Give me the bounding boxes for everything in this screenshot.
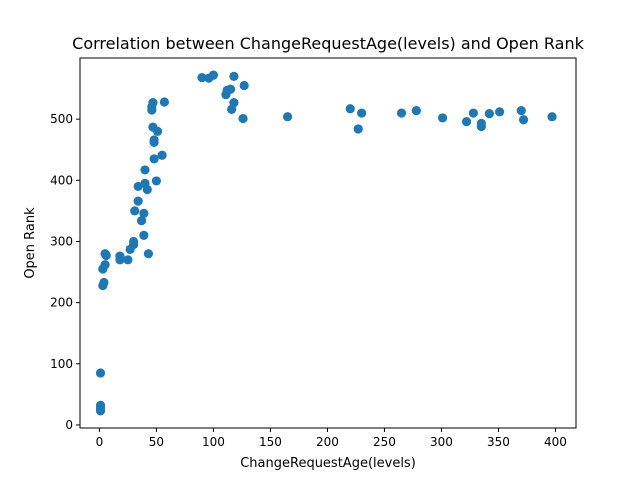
x-tick-label-7: 350 [487, 435, 510, 449]
data-point-51 [357, 108, 367, 118]
data-point-11 [115, 255, 125, 265]
x-axis-label: ChangeRequestAge(levels) [240, 456, 416, 471]
data-point-63 [547, 112, 557, 122]
data-point-62 [518, 115, 529, 125]
y-tick-label-0: 0 [65, 418, 73, 432]
data-point-5 [99, 277, 109, 288]
data-point-49 [345, 104, 355, 114]
data-point-15 [128, 236, 139, 247]
data-point-18 [133, 181, 143, 192]
x-tick-label-6: 300 [430, 435, 453, 449]
data-point-50 [353, 124, 363, 134]
data-point-34 [152, 126, 163, 136]
data-point-53 [411, 106, 421, 116]
data-point-17 [133, 196, 143, 206]
x-tick-label-1: 50 [149, 435, 164, 449]
data-point-7 [100, 260, 110, 270]
ticks-layer: 0 50 100 150 200 250 300 350 400 0 100 200 300 400 500 [50, 112, 567, 449]
plot-area-frame [79, 57, 577, 429]
data-point-20 [139, 208, 149, 218]
points-layer [95, 70, 557, 416]
data-point-52 [396, 108, 407, 118]
y-tick-label-3: 300 [50, 234, 73, 248]
data-point-61 [516, 106, 526, 116]
y-tick-label-4: 400 [50, 173, 73, 187]
data-point-28 [148, 98, 158, 108]
data-point-12 [123, 255, 133, 265]
data-point-21 [139, 230, 149, 240]
data-point-36 [159, 97, 169, 107]
data-point-42 [225, 84, 236, 94]
data-point-19 [136, 216, 147, 226]
x-tick-label-5: 250 [373, 435, 396, 449]
data-point-35 [157, 150, 167, 160]
data-point-16 [130, 206, 140, 216]
data-point-47 [239, 80, 249, 91]
data-point-60 [495, 107, 505, 117]
data-point-59 [484, 109, 494, 119]
data-point-23 [140, 165, 150, 175]
data-point-0 [95, 368, 106, 378]
data-point-24 [142, 184, 152, 195]
data-point-3 [95, 406, 106, 416]
data-point-58 [476, 118, 486, 129]
chart-title: Correlation between ChangeRequestAge(lev… [72, 34, 584, 53]
y-tick-label-2: 200 [50, 296, 73, 310]
data-point-46 [238, 113, 248, 124]
data-point-39 [208, 70, 219, 80]
x-tick-label-4: 200 [316, 435, 339, 449]
y-axis-label: Open Rank [23, 207, 38, 279]
data-point-44 [229, 98, 239, 108]
x-tick-label-0: 0 [96, 435, 104, 449]
x-tick-label-2: 100 [202, 435, 225, 449]
data-point-9 [101, 250, 111, 261]
data-point-37 [197, 72, 207, 83]
data-point-31 [149, 135, 159, 145]
data-point-56 [468, 108, 478, 118]
x-tick-label-3: 150 [259, 435, 282, 449]
data-point-32 [149, 154, 159, 164]
data-point-45 [229, 71, 239, 81]
data-point-55 [461, 117, 472, 127]
data-point-48 [282, 112, 293, 122]
data-point-25 [143, 249, 154, 259]
data-point-33 [151, 176, 161, 186]
x-tick-label-8: 400 [544, 435, 567, 449]
y-tick-label-5: 500 [50, 112, 73, 126]
y-tick-label-1: 100 [50, 357, 73, 371]
data-point-54 [437, 113, 448, 123]
